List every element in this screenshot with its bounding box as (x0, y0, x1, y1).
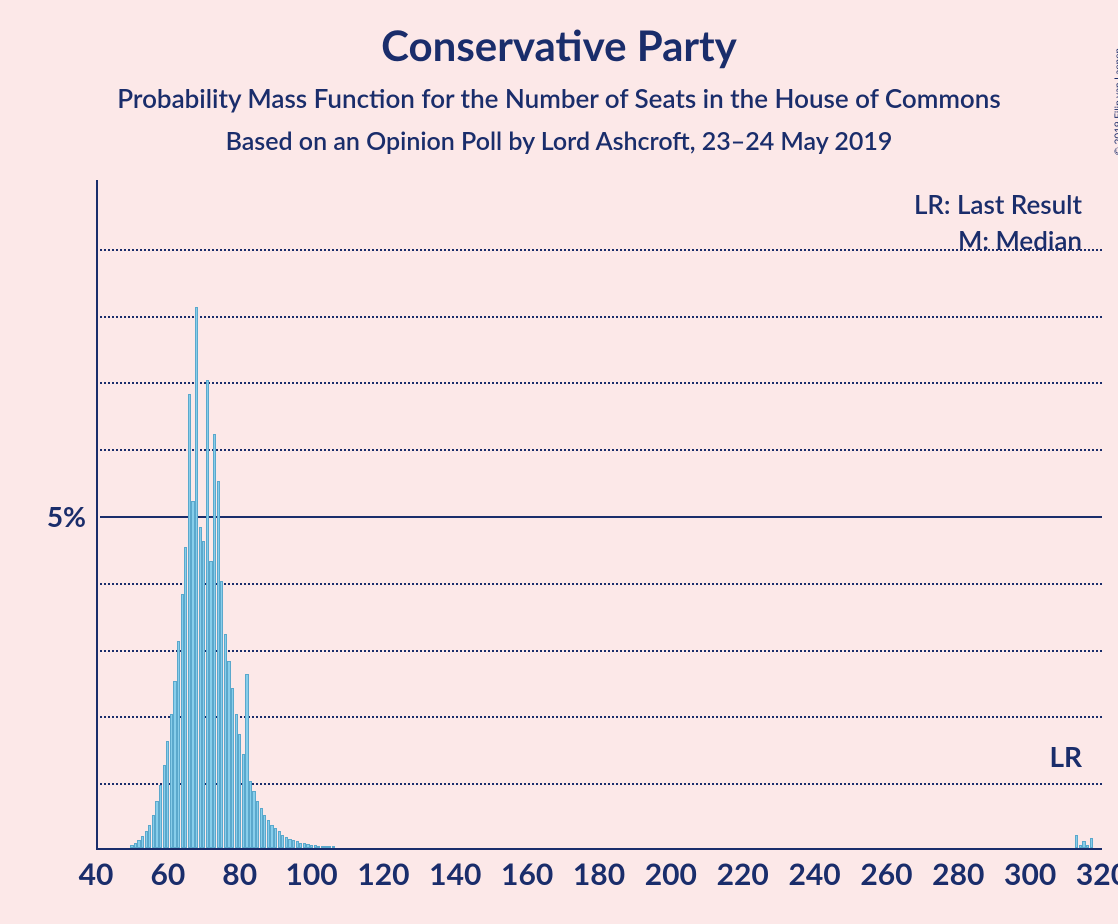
legend-last-result: LR: Last Result (914, 188, 1082, 220)
x-tick: 300 (1004, 856, 1056, 892)
x-tick: 160 (501, 856, 553, 892)
chart-title: Conservative Party (0, 0, 1118, 70)
x-axis (96, 848, 1102, 850)
gridline (100, 516, 1102, 518)
gridline (100, 249, 1102, 251)
gridline (100, 382, 1102, 384)
x-tick: 140 (429, 856, 481, 892)
gridline (100, 316, 1102, 318)
x-tick: 280 (932, 856, 984, 892)
bar (1090, 838, 1093, 848)
y-axis (96, 180, 98, 850)
x-tick: 100 (285, 856, 337, 892)
x-tick: 180 (573, 856, 625, 892)
legend-median: M: Median (958, 224, 1082, 256)
x-tick: 220 (717, 856, 769, 892)
copyright-text: © 2019 Filip van Laenen (1112, 48, 1118, 155)
x-tick: 320 (1076, 856, 1118, 892)
x-tick: 240 (788, 856, 840, 892)
lr-marker: LR (1049, 739, 1082, 773)
x-tick: 260 (860, 856, 912, 892)
gridline (100, 716, 1102, 718)
chart-subtitle-source: Based on an Opinion Poll by Lord Ashcrof… (0, 126, 1118, 156)
x-tick: 200 (645, 856, 697, 892)
plot-area: LR: Last Result M: Median 5%LR4060801001… (96, 180, 1102, 850)
bar (332, 846, 335, 848)
x-tick: 80 (222, 856, 257, 892)
y-axis-label-major: 5% (47, 499, 86, 533)
x-tick: 60 (150, 856, 185, 892)
gridline (100, 449, 1102, 451)
gridline (100, 650, 1102, 652)
x-tick: 120 (357, 856, 409, 892)
chart-subtitle: Probability Mass Function for the Number… (0, 82, 1118, 114)
gridline (100, 583, 1102, 585)
x-tick: 40 (79, 856, 114, 892)
